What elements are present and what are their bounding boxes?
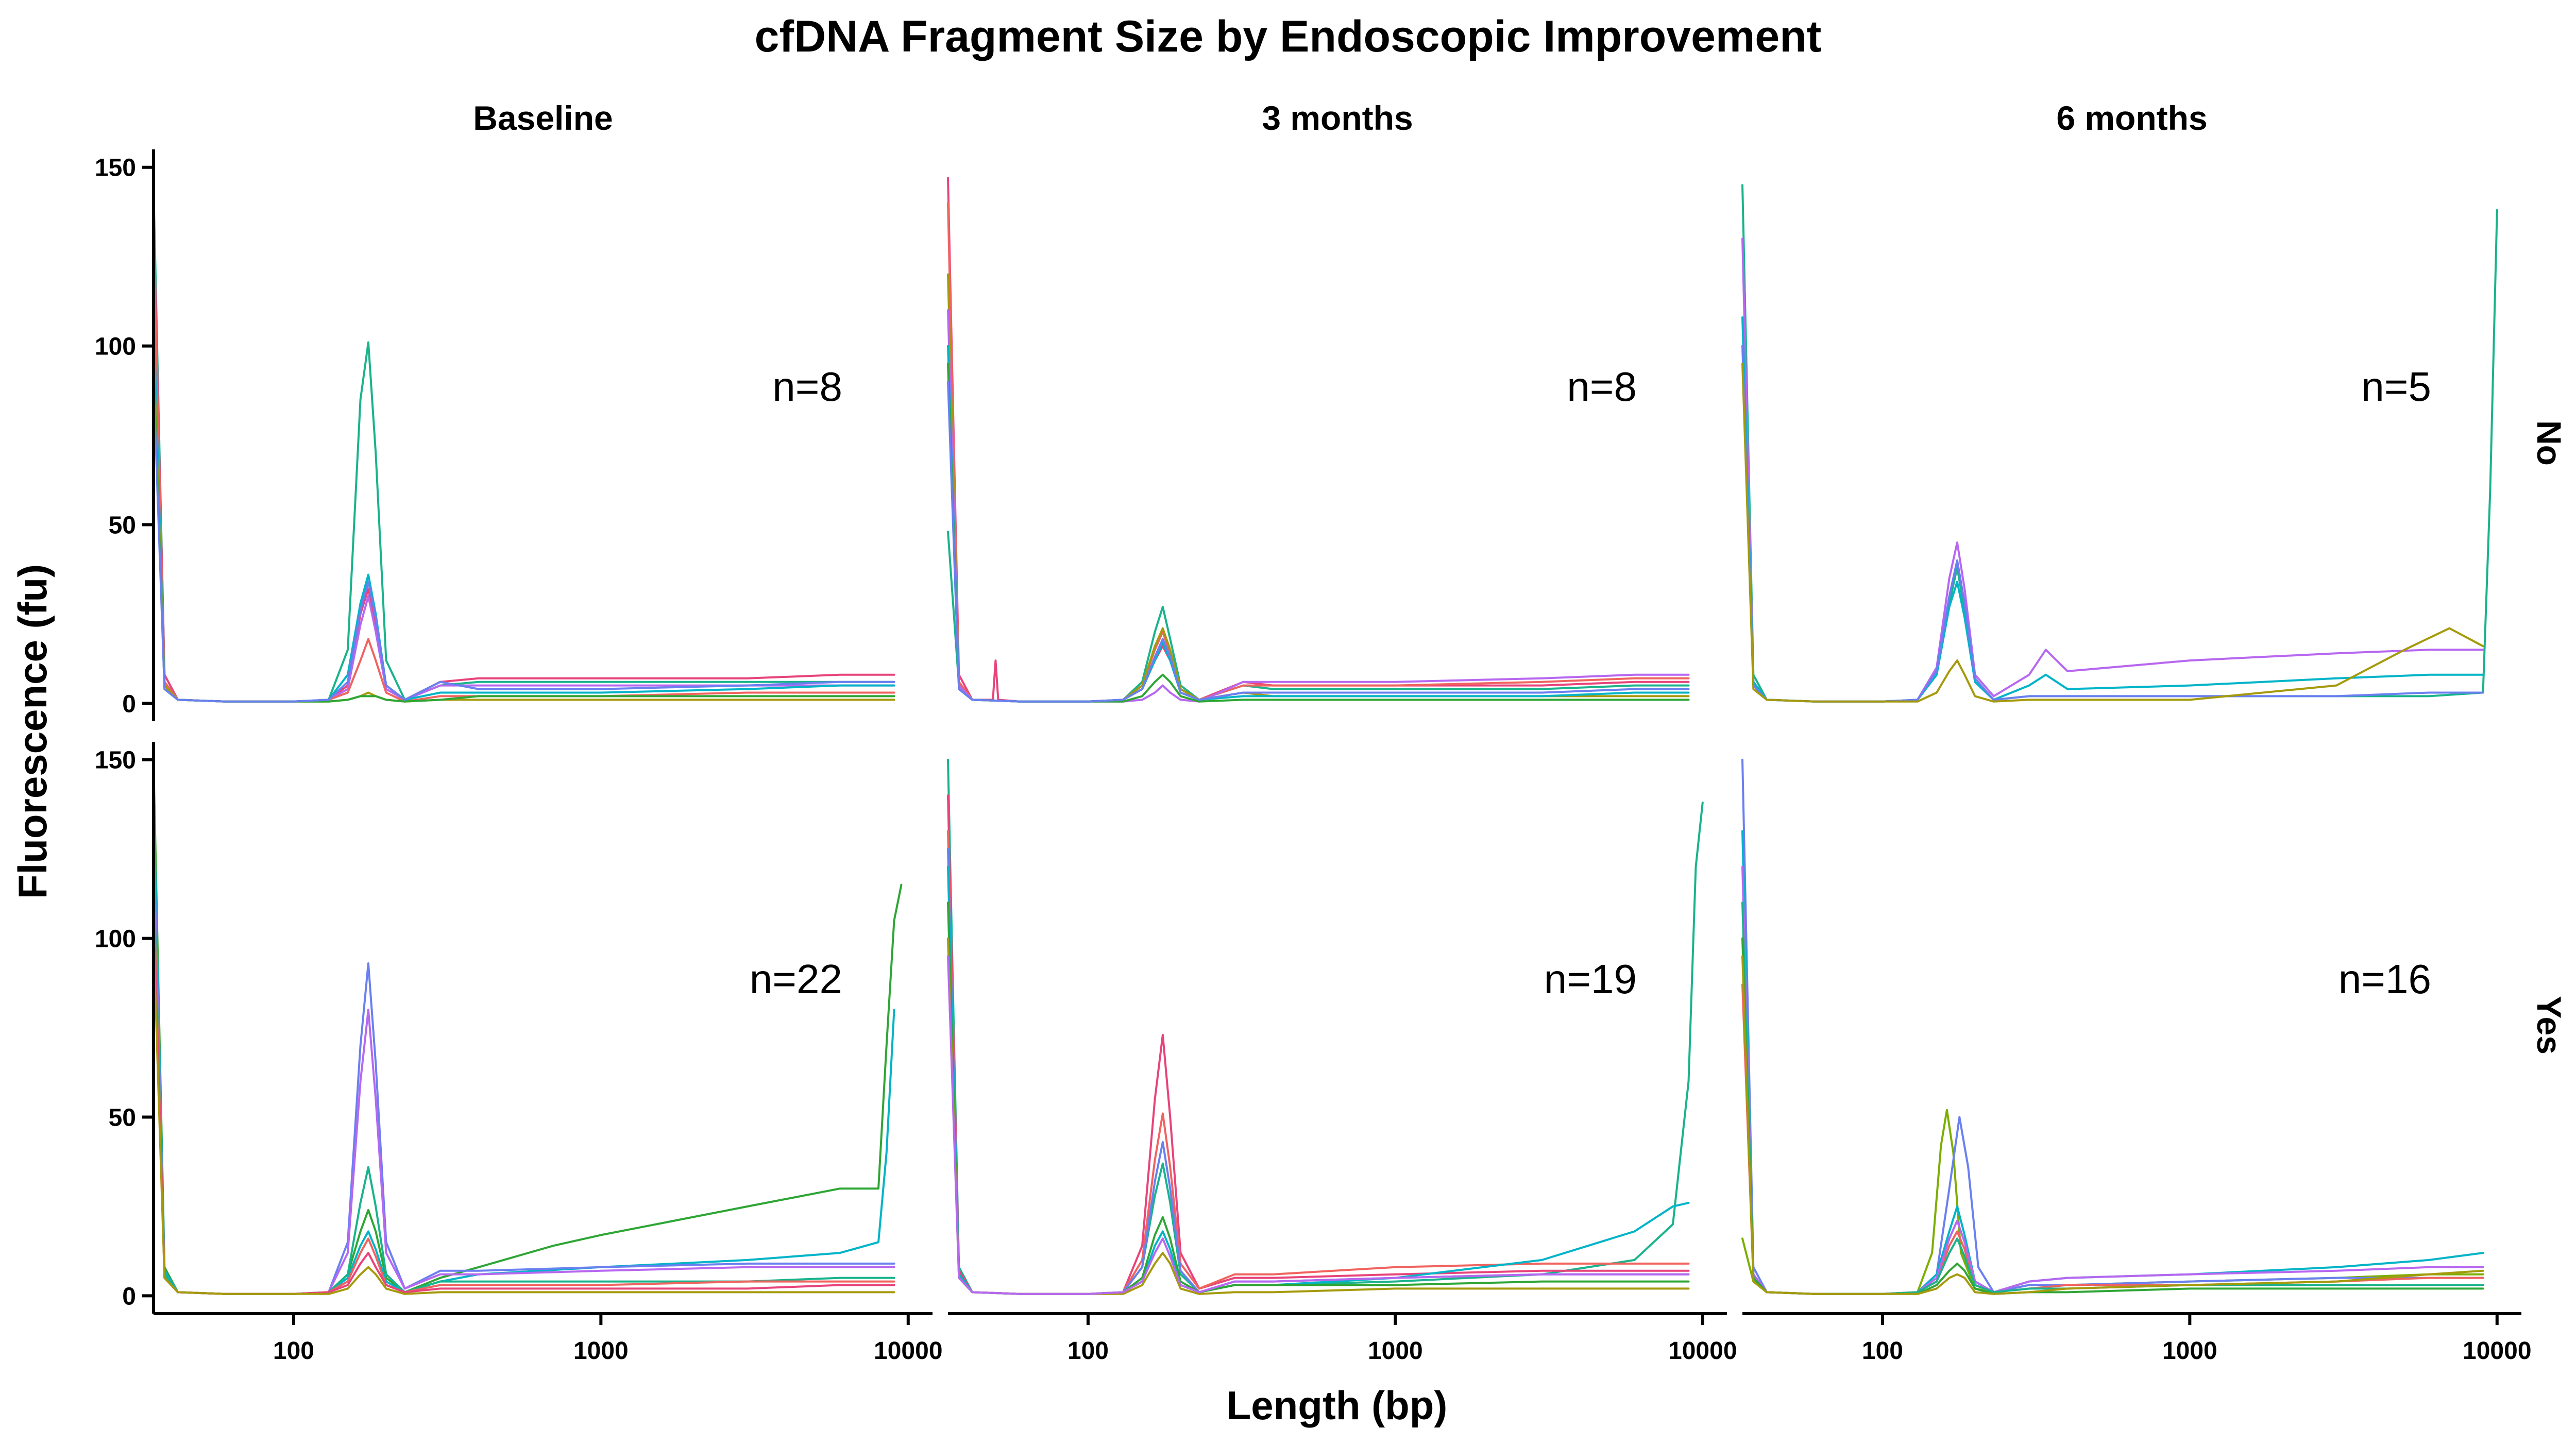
series-line [1741,830,2484,1295]
series-line [152,848,895,1295]
x-tick-label: 10000 [874,1337,942,1365]
series-line [152,273,895,703]
y-axis-title: Fluorescence (fu) [10,564,55,899]
series-line [947,273,1690,703]
series-line [152,865,895,1295]
y-tick-label: 100 [95,333,136,361]
chart-title: cfDNA Fragment Size by Endoscopic Improv… [755,12,1822,61]
series-line [947,865,1690,1295]
series-line [947,177,1690,703]
sample-size-annotation: n=5 [2361,364,2431,410]
sample-size-annotation: n=19 [1544,956,1637,1002]
x-tick-label: 1000 [2162,1337,2217,1365]
facet-panel: 0 50 100 150 n=8 [95,149,895,721]
y-tick-label: 150 [95,747,136,774]
sample-size-annotation: n=16 [2338,956,2431,1002]
series-line [1741,363,2484,703]
series-line [152,937,895,1295]
series-line [1741,955,2484,1295]
series-line [152,380,895,703]
sample-size-annotation: n=8 [1567,364,1637,410]
series-line [947,363,1690,703]
facet-column-label: 3 months [1262,99,1413,137]
series-line [152,209,895,703]
series-line [152,830,895,1295]
x-tick-label: 100 [1862,1337,1903,1365]
series-line [947,955,1690,1295]
series-line [152,363,895,703]
series-line [947,830,1690,1295]
series-line [152,184,895,703]
series-line [947,758,1704,1295]
series-line [1741,237,2484,703]
series-line [947,794,1690,1295]
x-tick-label: 10000 [2463,1337,2531,1365]
sample-size-annotation: n=8 [772,364,842,410]
series-line [947,380,1690,703]
series-line [1741,865,2484,1295]
x-tick-label: 100 [1067,1337,1109,1365]
x-tick-label: 1000 [573,1337,629,1365]
series-line [1741,758,2484,1295]
sample-size-annotation: n=22 [750,956,842,1002]
facet-column-label: Baseline [473,99,613,137]
x-axis-title: Length (bp) [1227,1383,1448,1428]
y-tick-label: 0 [122,1283,136,1310]
facet-row-label: Yes [2530,996,2568,1055]
x-tick-label: 1000 [1368,1337,1423,1365]
y-tick-label: 50 [109,512,136,539]
facet-panel: 0 50 100 150 100 1000 10000 n=22 [95,742,943,1365]
y-tick-label: 0 [122,690,136,718]
x-tick-label: 100 [273,1337,314,1365]
series-line [1741,184,2498,703]
facet-panel: 100 1000 10000 n=19 [947,758,1737,1365]
y-tick-label: 100 [95,926,136,953]
series-line [1741,1109,2484,1295]
series-line [1741,983,2484,1295]
y-tick-label: 150 [95,155,136,182]
series-line [947,202,1690,703]
series-line [947,848,1690,1295]
facet-panel: n=5 [1741,184,2498,703]
series-line [152,758,903,1295]
x-tick-label: 10000 [1668,1337,1737,1365]
y-tick-label: 50 [109,1104,136,1131]
series-line [152,794,895,1295]
facet-column-label: 6 months [2056,99,2207,137]
series-line [152,237,895,703]
facet-row-label: No [2530,420,2568,466]
panels-layer: Baseline 3 months 6 months No Yes 0 50 100 150 n=… [95,99,2568,1365]
facet-panel: n=8 [947,177,1690,703]
facet-panel: 100 1000 10000 n=16 [1741,758,2532,1365]
series-line [152,883,895,1295]
